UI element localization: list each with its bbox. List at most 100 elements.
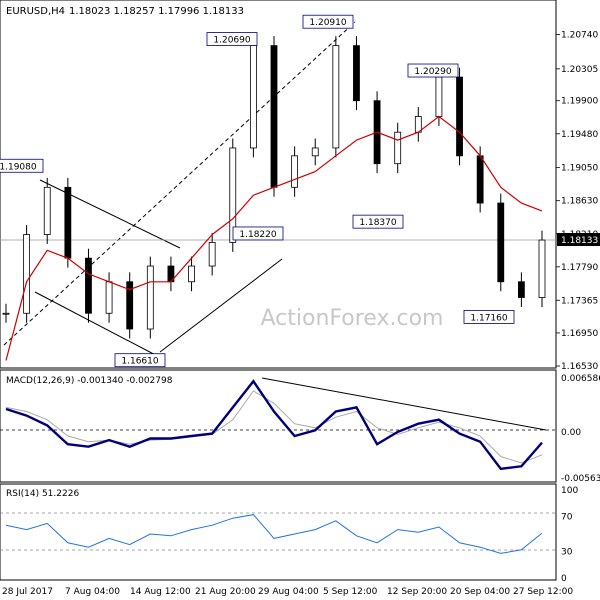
candle-body (229, 147, 237, 243)
time-tick-label: 12 Sep 20:00 (387, 587, 447, 597)
time-tick-label: 5 Sep 12:00 (323, 587, 378, 597)
annotation-box (114, 353, 166, 368)
price-annotation: 1.17160 (463, 310, 515, 324)
candle (456, 67, 463, 166)
current-price-box (557, 233, 600, 246)
candle-body (435, 76, 443, 117)
rsi-line (5, 514, 543, 554)
candle-body (188, 265, 195, 283)
candle (497, 193, 505, 292)
candle-body (23, 234, 31, 314)
rsi-tick-label: 100 (561, 486, 578, 496)
rsi-panel (0, 483, 557, 581)
price-annotation: 1.19080 (0, 158, 44, 173)
candle (291, 146, 299, 197)
annotation-label: 1.16610 (121, 357, 158, 367)
candle (126, 272, 134, 339)
time-tick-label: 14 Aug 12:00 (130, 587, 191, 597)
price-annotation: 1.18220 (232, 226, 284, 241)
candle-body (456, 76, 463, 157)
macd-tick-label: -0.005634 (561, 474, 600, 484)
candle-body (208, 242, 216, 267)
time-tick-label: 7 Aug 04:00 (65, 587, 120, 597)
price-tick-label: 1.19050 (561, 164, 598, 174)
rsi-tick-label: 30 (561, 548, 573, 558)
price-annotation: 1.20910 (302, 14, 354, 29)
candle-body (2, 312, 10, 315)
price-panel (0, 0, 557, 369)
time-axis: 28 Jul 2017 7 Aug 04:00 14 Aug 12:00 21 Aug… (2, 587, 573, 597)
candle-body (517, 281, 525, 298)
time-tick-label: 21 Aug 20:00 (195, 587, 256, 597)
candle (249, 36, 257, 158)
price-annotation: 1.20290 (407, 63, 459, 78)
candle-body (146, 265, 154, 330)
price-tick-label: 1.20740 (561, 31, 598, 41)
price-tick-label: 1.20305 (561, 65, 598, 75)
rsi-axis: 100 70 30 0 (561, 486, 578, 584)
price-axis: 1.20740 1.20305 1.19900 1.19480 1.19050 1.186… (556, 31, 598, 372)
price-tick-label: 1.16530 (561, 362, 598, 372)
price-tick-label: 1.16950 (561, 329, 598, 339)
candle (270, 36, 278, 197)
rsi-tick-label: 70 (561, 512, 573, 522)
candle-body (105, 281, 113, 314)
candle (353, 36, 360, 111)
macd-tick-label: 0.006586 (561, 374, 600, 384)
candle-body (476, 155, 484, 204)
macd-axis: 0.006586 0.00 -0.005634 (561, 374, 600, 484)
price-annotation: 1.20690 (206, 32, 258, 46)
candle-body (497, 202, 505, 283)
candle (394, 122, 402, 174)
candle (188, 256, 195, 292)
macd-tick-label: 0.00 (561, 428, 581, 438)
support-line (159, 258, 283, 353)
candle (85, 248, 92, 323)
price-tick-label: 1.19480 (561, 130, 598, 140)
time-tick-label: 20 Sep 04:00 (450, 587, 510, 597)
candle (23, 225, 31, 323)
price-tick-label: 1.18630 (561, 197, 598, 207)
candle (332, 36, 340, 158)
ohlc-values: 1.18023 1.18257 1.17996 1.18133 (69, 6, 244, 17)
symbol-label: EURUSD,H4 (6, 6, 65, 17)
price-tick-label: 1.17365 (561, 296, 598, 306)
candle-body (43, 186, 51, 235)
price-tick-label: 1.17790 (561, 263, 598, 273)
candle-body (332, 45, 340, 149)
candle (311, 138, 319, 166)
candle-body (85, 257, 92, 314)
annotation-box (463, 310, 515, 324)
annotation-label: 1.19080 (0, 162, 37, 172)
annotation-box (0, 158, 44, 173)
channel-upper-line (39, 179, 181, 249)
moving-average-line (5, 115, 543, 361)
annotation-label: 1.20910 (309, 18, 346, 28)
rsi-title: RSI(14) 51.2226 (6, 489, 79, 499)
candle-body (64, 186, 72, 259)
channel-lower-line (34, 291, 166, 361)
annotation-label: 1.20690 (213, 36, 250, 46)
annotation-box (232, 226, 284, 241)
candle-body (291, 155, 299, 188)
candle-body (394, 131, 402, 165)
price-annotations: 1.20690 1.20910 1.20290 1.19080 1.18220 1.183… (0, 14, 515, 368)
macd-main-line (5, 379, 543, 471)
candle-body (538, 239, 546, 298)
candle (517, 272, 525, 307)
watermark: ActionForex.com (261, 306, 444, 331)
price-tick-label: 1.19900 (561, 97, 598, 107)
candle-body (249, 45, 257, 149)
time-tick-label: 28 Jul 2017 (2, 587, 53, 597)
trend-dashed-line (3, 21, 356, 346)
macd-trend-line (261, 377, 547, 431)
annotation-label: 1.20290 (414, 67, 451, 77)
macd-signal-line (5, 390, 543, 464)
annotation-box (206, 32, 258, 46)
macd-panel (0, 369, 557, 483)
candle (43, 177, 51, 244)
time-tick-label: 27 Sep 12:00 (513, 587, 573, 597)
price-annotation: 1.18370 (352, 214, 404, 229)
candle (538, 230, 546, 307)
